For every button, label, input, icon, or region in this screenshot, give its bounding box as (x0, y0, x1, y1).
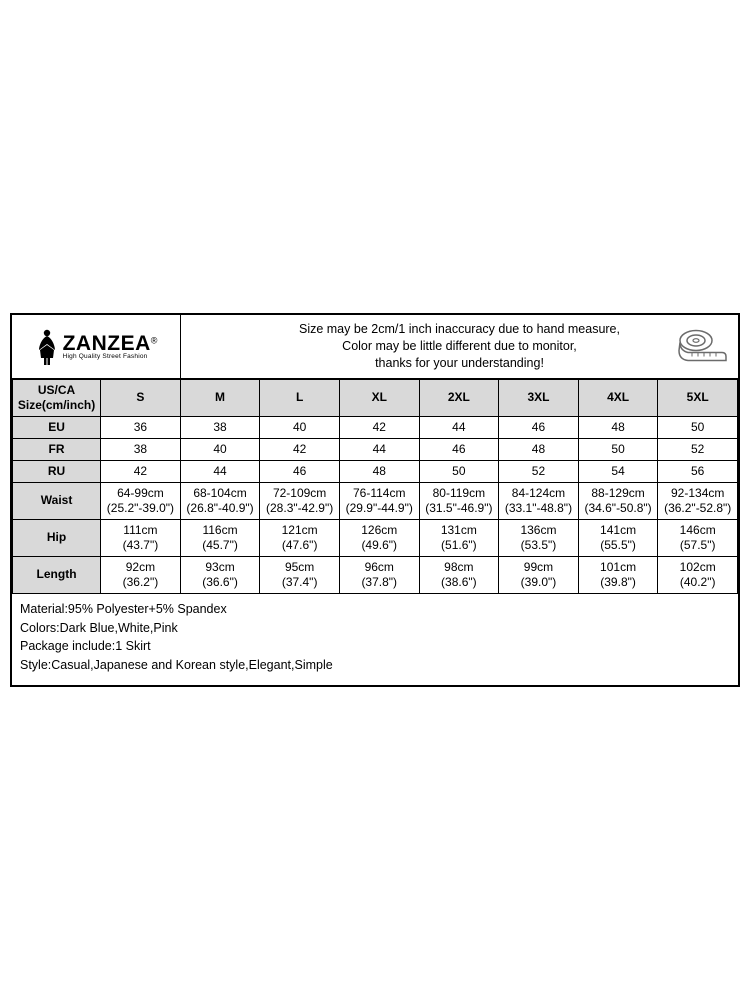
cell: 92-134cm(36.2"-52.8") (658, 482, 738, 519)
cell: 36 (101, 416, 181, 438)
cell: 121cm(47.6") (260, 519, 340, 556)
col-header: 4XL (578, 379, 658, 416)
cell: 38 (101, 438, 181, 460)
cell: 44 (180, 460, 260, 482)
cell: 116cm(45.7") (180, 519, 260, 556)
cell: 44 (419, 416, 499, 438)
cell: 44 (339, 438, 419, 460)
col-header: 3XL (499, 379, 579, 416)
registered-mark: ® (151, 335, 158, 345)
col-header: L (260, 379, 340, 416)
cell: 56 (658, 460, 738, 482)
col-header: US/CASize(cm/inch) (13, 379, 101, 416)
cell: 80-119cm(31.5"-46.9") (419, 482, 499, 519)
cell: 40 (260, 416, 340, 438)
brand-name: ZANZEA (63, 332, 151, 355)
cell: 46 (260, 460, 340, 482)
table-row: RU4244464850525456 (13, 460, 738, 482)
cell: 93cm(36.6") (180, 556, 260, 593)
cell: 48 (578, 416, 658, 438)
cell: 72-109cm(28.3"-42.9") (260, 482, 340, 519)
disclaimer-line: thanks for your understanding! (299, 355, 620, 372)
row-label: FR (13, 438, 101, 460)
cell: 126cm(49.6") (339, 519, 419, 556)
cell: 46 (499, 416, 579, 438)
col-header: S (101, 379, 181, 416)
cell: 84-124cm(33.1"-48.8") (499, 482, 579, 519)
cell: 146cm(57.5") (658, 519, 738, 556)
col-header: XL (339, 379, 419, 416)
cell: 68-104cm(26.8"-40.9") (180, 482, 260, 519)
cell: 54 (578, 460, 658, 482)
cell: 131cm(51.6") (419, 519, 499, 556)
table-header-row: US/CASize(cm/inch) S M L XL 2XL 3XL 4XL … (13, 379, 738, 416)
cell: 40 (180, 438, 260, 460)
cell: 96cm(37.8") (339, 556, 419, 593)
table-row: EU3638404244464850 (13, 416, 738, 438)
logo-cell: ZANZEA® High Quality Street Fashion (12, 315, 181, 378)
row-label: RU (13, 460, 101, 482)
detail-colors: Colors:Dark Blue,White,Pink (20, 619, 730, 638)
cell: 46 (419, 438, 499, 460)
cell: 141cm(55.5") (578, 519, 658, 556)
cell: 42 (101, 460, 181, 482)
cell: 76-114cm(29.9"-44.9") (339, 482, 419, 519)
cell: 111cm(43.7") (101, 519, 181, 556)
cell: 38 (180, 416, 260, 438)
row-label: Hip (13, 519, 101, 556)
tape-measure-icon (678, 326, 728, 367)
disclaimer-line: Size may be 2cm/1 inch inaccuracy due to… (299, 321, 620, 338)
cell: 102cm(40.2") (658, 556, 738, 593)
cell: 136cm(53.5") (499, 519, 579, 556)
cell: 95cm(37.4") (260, 556, 340, 593)
col-header: 2XL (419, 379, 499, 416)
cell: 48 (339, 460, 419, 482)
disclaimer-line: Color may be little different due to mon… (299, 338, 620, 355)
col-header: 5XL (658, 379, 738, 416)
table-row: Waist64-99cm(25.2"-39.0")68-104cm(26.8"-… (13, 482, 738, 519)
row-label: EU (13, 416, 101, 438)
cell: 88-129cm(34.6"-50.8") (578, 482, 658, 519)
cell: 42 (339, 416, 419, 438)
table-row: Length92cm(36.2")93cm(36.6")95cm(37.4")9… (13, 556, 738, 593)
disclaimer-cell: Size may be 2cm/1 inch inaccuracy due to… (181, 315, 738, 378)
cell: 98cm(38.6") (419, 556, 499, 593)
cell: 92cm(36.2") (101, 556, 181, 593)
logo-figure-icon (35, 328, 59, 366)
cell: 99cm(39.0") (499, 556, 579, 593)
table-row: Hip111cm(43.7")116cm(45.7")121cm(47.6")1… (13, 519, 738, 556)
cell: 52 (499, 460, 579, 482)
cell: 101cm(39.8") (578, 556, 658, 593)
brand-tagline: High Quality Street Fashion (63, 354, 158, 361)
cell: 42 (260, 438, 340, 460)
product-details: Material:95% Polyester+5% Spandex Colors… (12, 594, 738, 685)
cell: 64-99cm(25.2"-39.0") (101, 482, 181, 519)
row-label: Length (13, 556, 101, 593)
row-label: Waist (13, 482, 101, 519)
detail-package: Package include:1 Skirt (20, 637, 730, 656)
cell: 50 (658, 416, 738, 438)
col-header: M (180, 379, 260, 416)
cell: 50 (578, 438, 658, 460)
cell: 48 (499, 438, 579, 460)
size-table: US/CASize(cm/inch) S M L XL 2XL 3XL 4XL … (12, 379, 738, 594)
size-chart: ZANZEA® High Quality Street Fashion Size… (10, 313, 740, 687)
detail-style: Style:Casual,Japanese and Korean style,E… (20, 656, 730, 675)
table-row: FR3840424446485052 (13, 438, 738, 460)
cell: 50 (419, 460, 499, 482)
detail-material: Material:95% Polyester+5% Spandex (20, 600, 730, 619)
cell: 52 (658, 438, 738, 460)
header-row: ZANZEA® High Quality Street Fashion Size… (12, 315, 738, 379)
